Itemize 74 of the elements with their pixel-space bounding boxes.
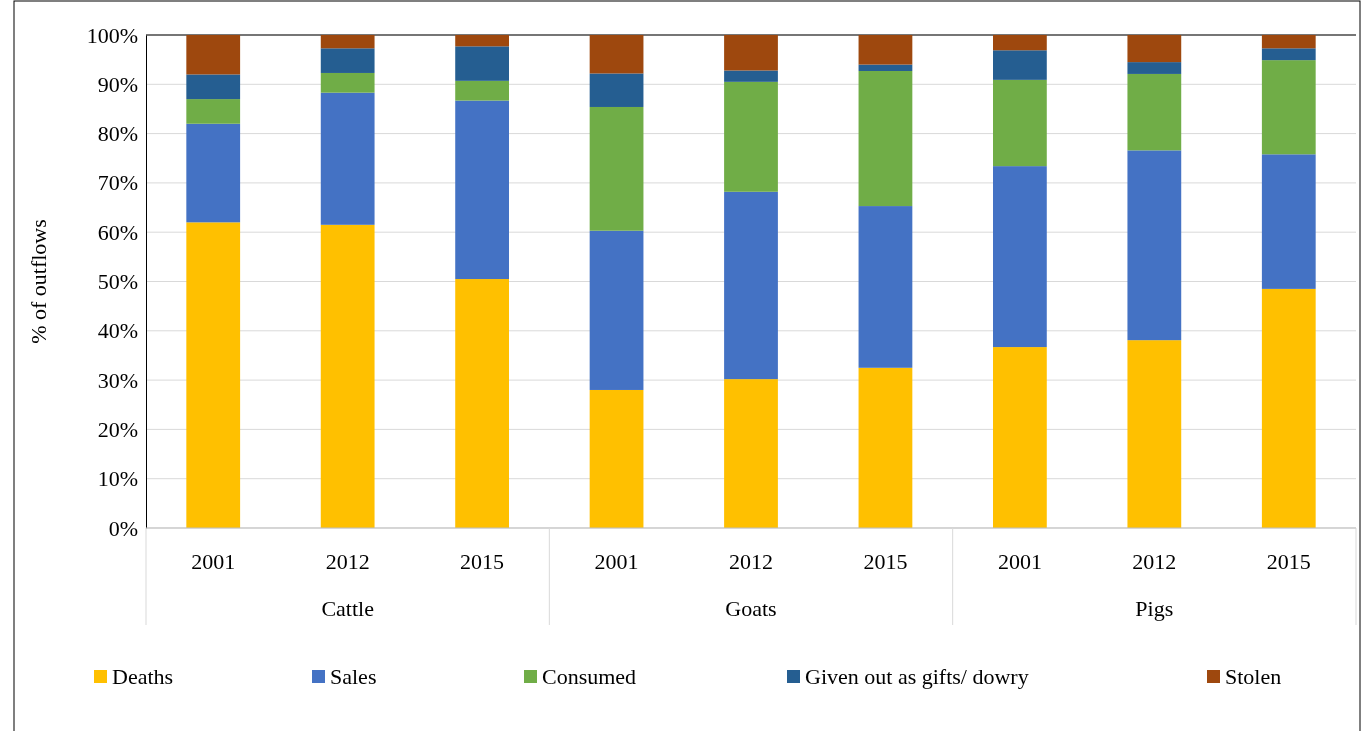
bar [455, 35, 509, 47]
bar [455, 46, 509, 81]
bar [858, 64, 913, 71]
legend-label: Consumed [542, 664, 637, 689]
x-tick-label: 2001 [997, 549, 1042, 574]
bar [589, 230, 644, 390]
bar [1261, 288, 1316, 528]
bar [858, 206, 913, 368]
y-tick-label: 80% [97, 121, 138, 147]
bar [1261, 60, 1316, 155]
x-tick-label: 2012 [729, 549, 773, 574]
bar [993, 79, 1047, 167]
legend-label: Stolen [1225, 664, 1282, 689]
bar [589, 389, 644, 528]
y-tick-label: 0% [108, 515, 138, 541]
bar [320, 72, 375, 93]
x-tick-label: 2015 [1266, 549, 1311, 574]
bar [1127, 340, 1182, 528]
bar [993, 50, 1047, 80]
bar [724, 191, 778, 380]
bar [320, 35, 375, 49]
text: Cattle [321, 596, 374, 621]
x-tick-label: 2012 [1132, 549, 1177, 574]
bar [1261, 48, 1316, 61]
bar [589, 106, 644, 231]
bar [320, 224, 375, 528]
bar [186, 123, 241, 223]
bar [1261, 35, 1316, 49]
bar [858, 367, 913, 528]
y-tick-label: 40% [97, 318, 138, 344]
bar [186, 74, 241, 100]
y-tick-label: 20% [97, 416, 138, 442]
x-tick-label: 2015 [863, 549, 908, 574]
bar [455, 80, 509, 101]
bar [589, 35, 644, 74]
legend-label: Deaths [112, 664, 174, 689]
bar [724, 70, 778, 82]
text: Goats [725, 596, 777, 621]
legend-label: Given out as gifts/ dowry [805, 664, 1029, 689]
y-tick-label: 90% [97, 71, 138, 97]
bar [455, 100, 509, 280]
y-tick-label: 30% [97, 367, 138, 393]
bar [1127, 73, 1182, 151]
bar [320, 48, 375, 73]
y-tick-label: 100% [86, 22, 138, 48]
bar [186, 222, 241, 528]
y-axis-title: % of outflows [26, 219, 51, 344]
bar [993, 347, 1047, 528]
bar [1261, 154, 1316, 289]
bar [1127, 62, 1182, 74]
bar [320, 92, 375, 225]
x-tick-label: 2001 [594, 549, 639, 574]
bar [993, 35, 1047, 51]
legend-label: Sales [330, 664, 377, 689]
x-tick-label: 2012 [325, 549, 370, 574]
bar [858, 70, 913, 207]
bar [858, 35, 913, 65]
x-tick-label: 2015 [460, 549, 505, 574]
bar [589, 73, 644, 107]
bar [186, 35, 241, 75]
x-tick-label: 2001 [191, 549, 236, 574]
y-tick-label: 10% [97, 466, 138, 492]
bar [455, 279, 509, 528]
bar [993, 166, 1047, 348]
bar [724, 81, 778, 192]
bar [186, 99, 241, 124]
bar [1127, 150, 1182, 341]
y-tick-label: 60% [97, 219, 138, 245]
bar [724, 35, 778, 71]
bar [724, 379, 778, 528]
text: Pigs [1135, 596, 1174, 621]
y-tick-label: 70% [97, 170, 138, 196]
y-tick-label: 50% [97, 269, 138, 295]
bar [1127, 35, 1182, 63]
